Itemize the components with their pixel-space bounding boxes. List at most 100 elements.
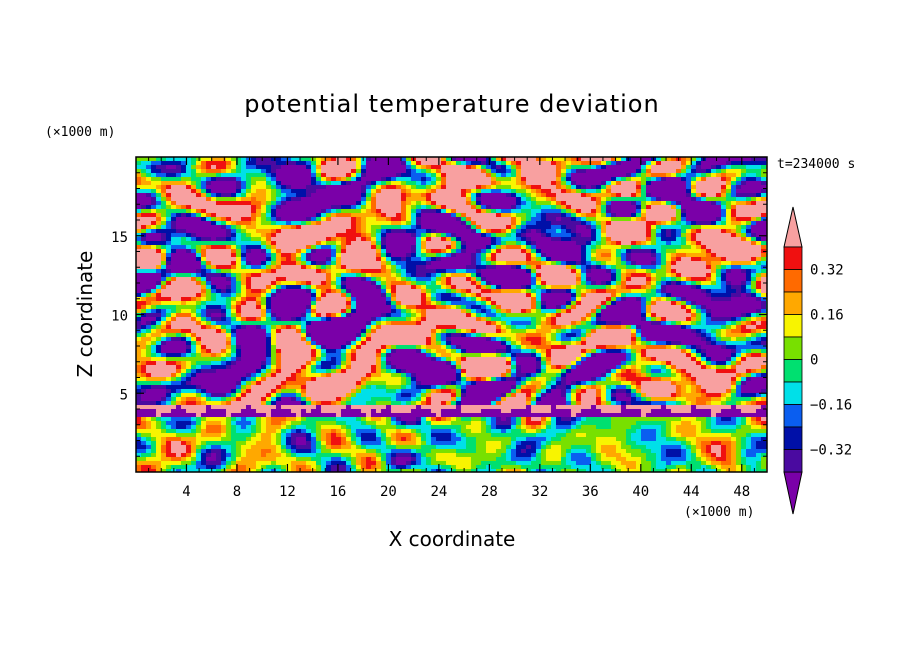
contour-cell bbox=[706, 213, 712, 218]
contour-cell bbox=[696, 197, 702, 202]
contour-cell bbox=[236, 245, 242, 250]
contour-cell bbox=[716, 301, 722, 306]
contour-cell bbox=[251, 177, 257, 182]
contour-cell bbox=[371, 173, 377, 178]
contour-cell bbox=[341, 285, 347, 290]
contour-cell bbox=[501, 205, 507, 210]
contour-cell bbox=[396, 221, 402, 226]
contour-cell bbox=[561, 249, 567, 254]
contour-cell bbox=[391, 301, 397, 306]
contour-cell bbox=[191, 289, 197, 294]
contour-cell bbox=[551, 301, 557, 306]
contour-cell bbox=[686, 309, 692, 314]
contour-cell bbox=[726, 209, 732, 214]
contour-cell bbox=[686, 257, 692, 262]
contour-cell bbox=[461, 185, 467, 190]
contour-cell bbox=[511, 161, 517, 166]
contour-cell bbox=[726, 293, 732, 298]
contour-cell bbox=[411, 293, 417, 298]
contour-cell bbox=[641, 241, 647, 246]
contour-cell bbox=[386, 245, 392, 250]
contour-cell bbox=[451, 185, 457, 190]
contour-cell bbox=[486, 173, 492, 178]
contour-cell bbox=[596, 265, 602, 270]
contour-cell bbox=[371, 177, 377, 182]
contour-cell bbox=[146, 213, 152, 218]
contour-cell bbox=[571, 273, 577, 278]
contour-cell bbox=[496, 225, 502, 230]
contour-cell bbox=[396, 277, 402, 282]
contour-cell bbox=[141, 281, 147, 286]
contour-cell bbox=[186, 309, 192, 314]
contour-cell bbox=[631, 241, 637, 246]
contour-cell bbox=[256, 217, 262, 222]
contour-cell bbox=[486, 277, 492, 282]
contour-cell bbox=[606, 225, 612, 230]
contour-cell bbox=[186, 157, 192, 162]
contour-cell bbox=[206, 157, 212, 162]
contour-cell bbox=[401, 157, 407, 162]
contour-cell bbox=[691, 213, 697, 218]
contour-cell bbox=[271, 241, 277, 246]
contour-cell bbox=[436, 213, 442, 218]
contour-cell bbox=[696, 293, 702, 298]
contour-cell bbox=[676, 161, 682, 166]
contour-cell bbox=[356, 253, 362, 258]
contour-cell bbox=[296, 173, 302, 178]
contour-cell bbox=[431, 165, 437, 170]
contour-cell bbox=[336, 225, 342, 230]
contour-cell bbox=[206, 309, 212, 314]
contour-cell bbox=[651, 301, 657, 306]
contour-cell bbox=[181, 221, 187, 226]
contour-cell bbox=[536, 249, 542, 254]
contour-cell bbox=[726, 285, 732, 290]
contour-cell bbox=[511, 189, 517, 194]
contour-cell bbox=[321, 225, 327, 230]
contour-cell bbox=[751, 189, 757, 194]
contour-cell bbox=[401, 277, 407, 282]
contour-cell bbox=[751, 293, 757, 298]
contour-cell bbox=[486, 205, 492, 210]
contour-cell bbox=[601, 189, 607, 194]
contour-cell bbox=[696, 189, 702, 194]
contour-cell bbox=[161, 269, 167, 274]
contour-cell bbox=[576, 229, 582, 234]
contour-cell bbox=[561, 217, 567, 222]
contour-cell bbox=[511, 297, 517, 302]
contour-cell bbox=[751, 225, 757, 230]
contour-cell bbox=[416, 277, 422, 282]
contour-cell bbox=[721, 201, 727, 206]
contour-cell bbox=[611, 297, 617, 302]
contour-cell bbox=[256, 165, 262, 170]
contour-cell bbox=[711, 173, 717, 178]
contour-cell bbox=[576, 233, 582, 238]
contour-cell bbox=[466, 229, 472, 234]
contour-cell bbox=[396, 185, 402, 190]
contour-cell bbox=[211, 297, 217, 302]
contour-cell bbox=[231, 277, 237, 282]
contour-cell bbox=[406, 185, 412, 190]
contour-cell bbox=[741, 309, 747, 314]
contour-cell bbox=[501, 157, 507, 162]
contour-cell bbox=[431, 309, 437, 314]
contour-cell bbox=[721, 169, 727, 174]
contour-cell bbox=[351, 237, 357, 242]
contour-cell bbox=[291, 289, 297, 294]
contour-cell bbox=[161, 189, 167, 194]
contour-cell bbox=[416, 157, 422, 162]
contour-cell bbox=[331, 257, 337, 262]
contour-cell bbox=[141, 273, 147, 278]
contour-cell bbox=[286, 309, 292, 314]
contour-cell bbox=[741, 161, 747, 166]
contour-cell bbox=[741, 253, 747, 258]
contour-cell bbox=[701, 253, 707, 258]
contour-cell bbox=[316, 213, 322, 218]
contour-cell bbox=[671, 213, 677, 218]
contour-cell bbox=[476, 261, 482, 266]
contour-cell bbox=[566, 305, 572, 310]
contour-cell bbox=[271, 201, 277, 206]
contour-cell bbox=[346, 289, 352, 294]
contour-cell bbox=[221, 261, 227, 266]
contour-cell bbox=[551, 233, 557, 238]
contour-cell bbox=[396, 177, 402, 182]
